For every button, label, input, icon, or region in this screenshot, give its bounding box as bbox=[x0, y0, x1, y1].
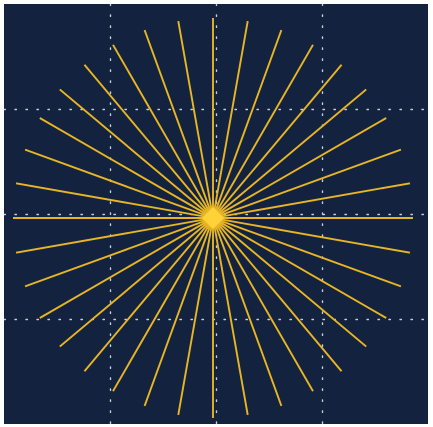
starburst-ray bbox=[212, 217, 283, 407]
starburst-ray bbox=[143, 217, 214, 407]
starburst-ray bbox=[143, 29, 214, 219]
starburst-ray bbox=[59, 88, 214, 219]
starburst-ray bbox=[212, 217, 411, 254]
starburst-ray bbox=[212, 217, 367, 348]
center-diamond-icon bbox=[202, 207, 224, 229]
starburst-ray bbox=[112, 217, 214, 392]
starburst-ray bbox=[177, 20, 214, 219]
starburst-rays bbox=[13, 18, 413, 418]
starburst-ray bbox=[212, 148, 402, 219]
starburst-ray bbox=[83, 64, 214, 219]
starburst-ray bbox=[212, 217, 402, 288]
starburst-ray bbox=[83, 217, 214, 372]
starburst-ray bbox=[212, 29, 283, 219]
starburst-ray bbox=[212, 217, 387, 319]
starburst-ray bbox=[212, 44, 314, 219]
starburst-ray bbox=[212, 117, 387, 219]
starburst-ray bbox=[212, 217, 343, 372]
starburst-ray bbox=[24, 148, 214, 219]
starburst-ray bbox=[24, 217, 214, 288]
starburst-ray bbox=[212, 217, 314, 392]
starburst-ray bbox=[212, 64, 343, 219]
starburst-ray bbox=[15, 217, 214, 254]
starburst-ray bbox=[39, 117, 214, 219]
starburst-ray bbox=[212, 182, 411, 219]
starburst-canvas bbox=[4, 4, 428, 424]
starburst-ray bbox=[112, 44, 214, 219]
starburst-ray bbox=[177, 217, 214, 416]
canvas-frame bbox=[4, 4, 428, 424]
starburst-ray bbox=[212, 88, 367, 219]
starburst-ray bbox=[59, 217, 214, 348]
starburst-ray bbox=[39, 217, 214, 319]
starburst-ray bbox=[212, 20, 249, 219]
starburst-ray bbox=[212, 217, 249, 416]
starburst-ray bbox=[15, 182, 214, 219]
